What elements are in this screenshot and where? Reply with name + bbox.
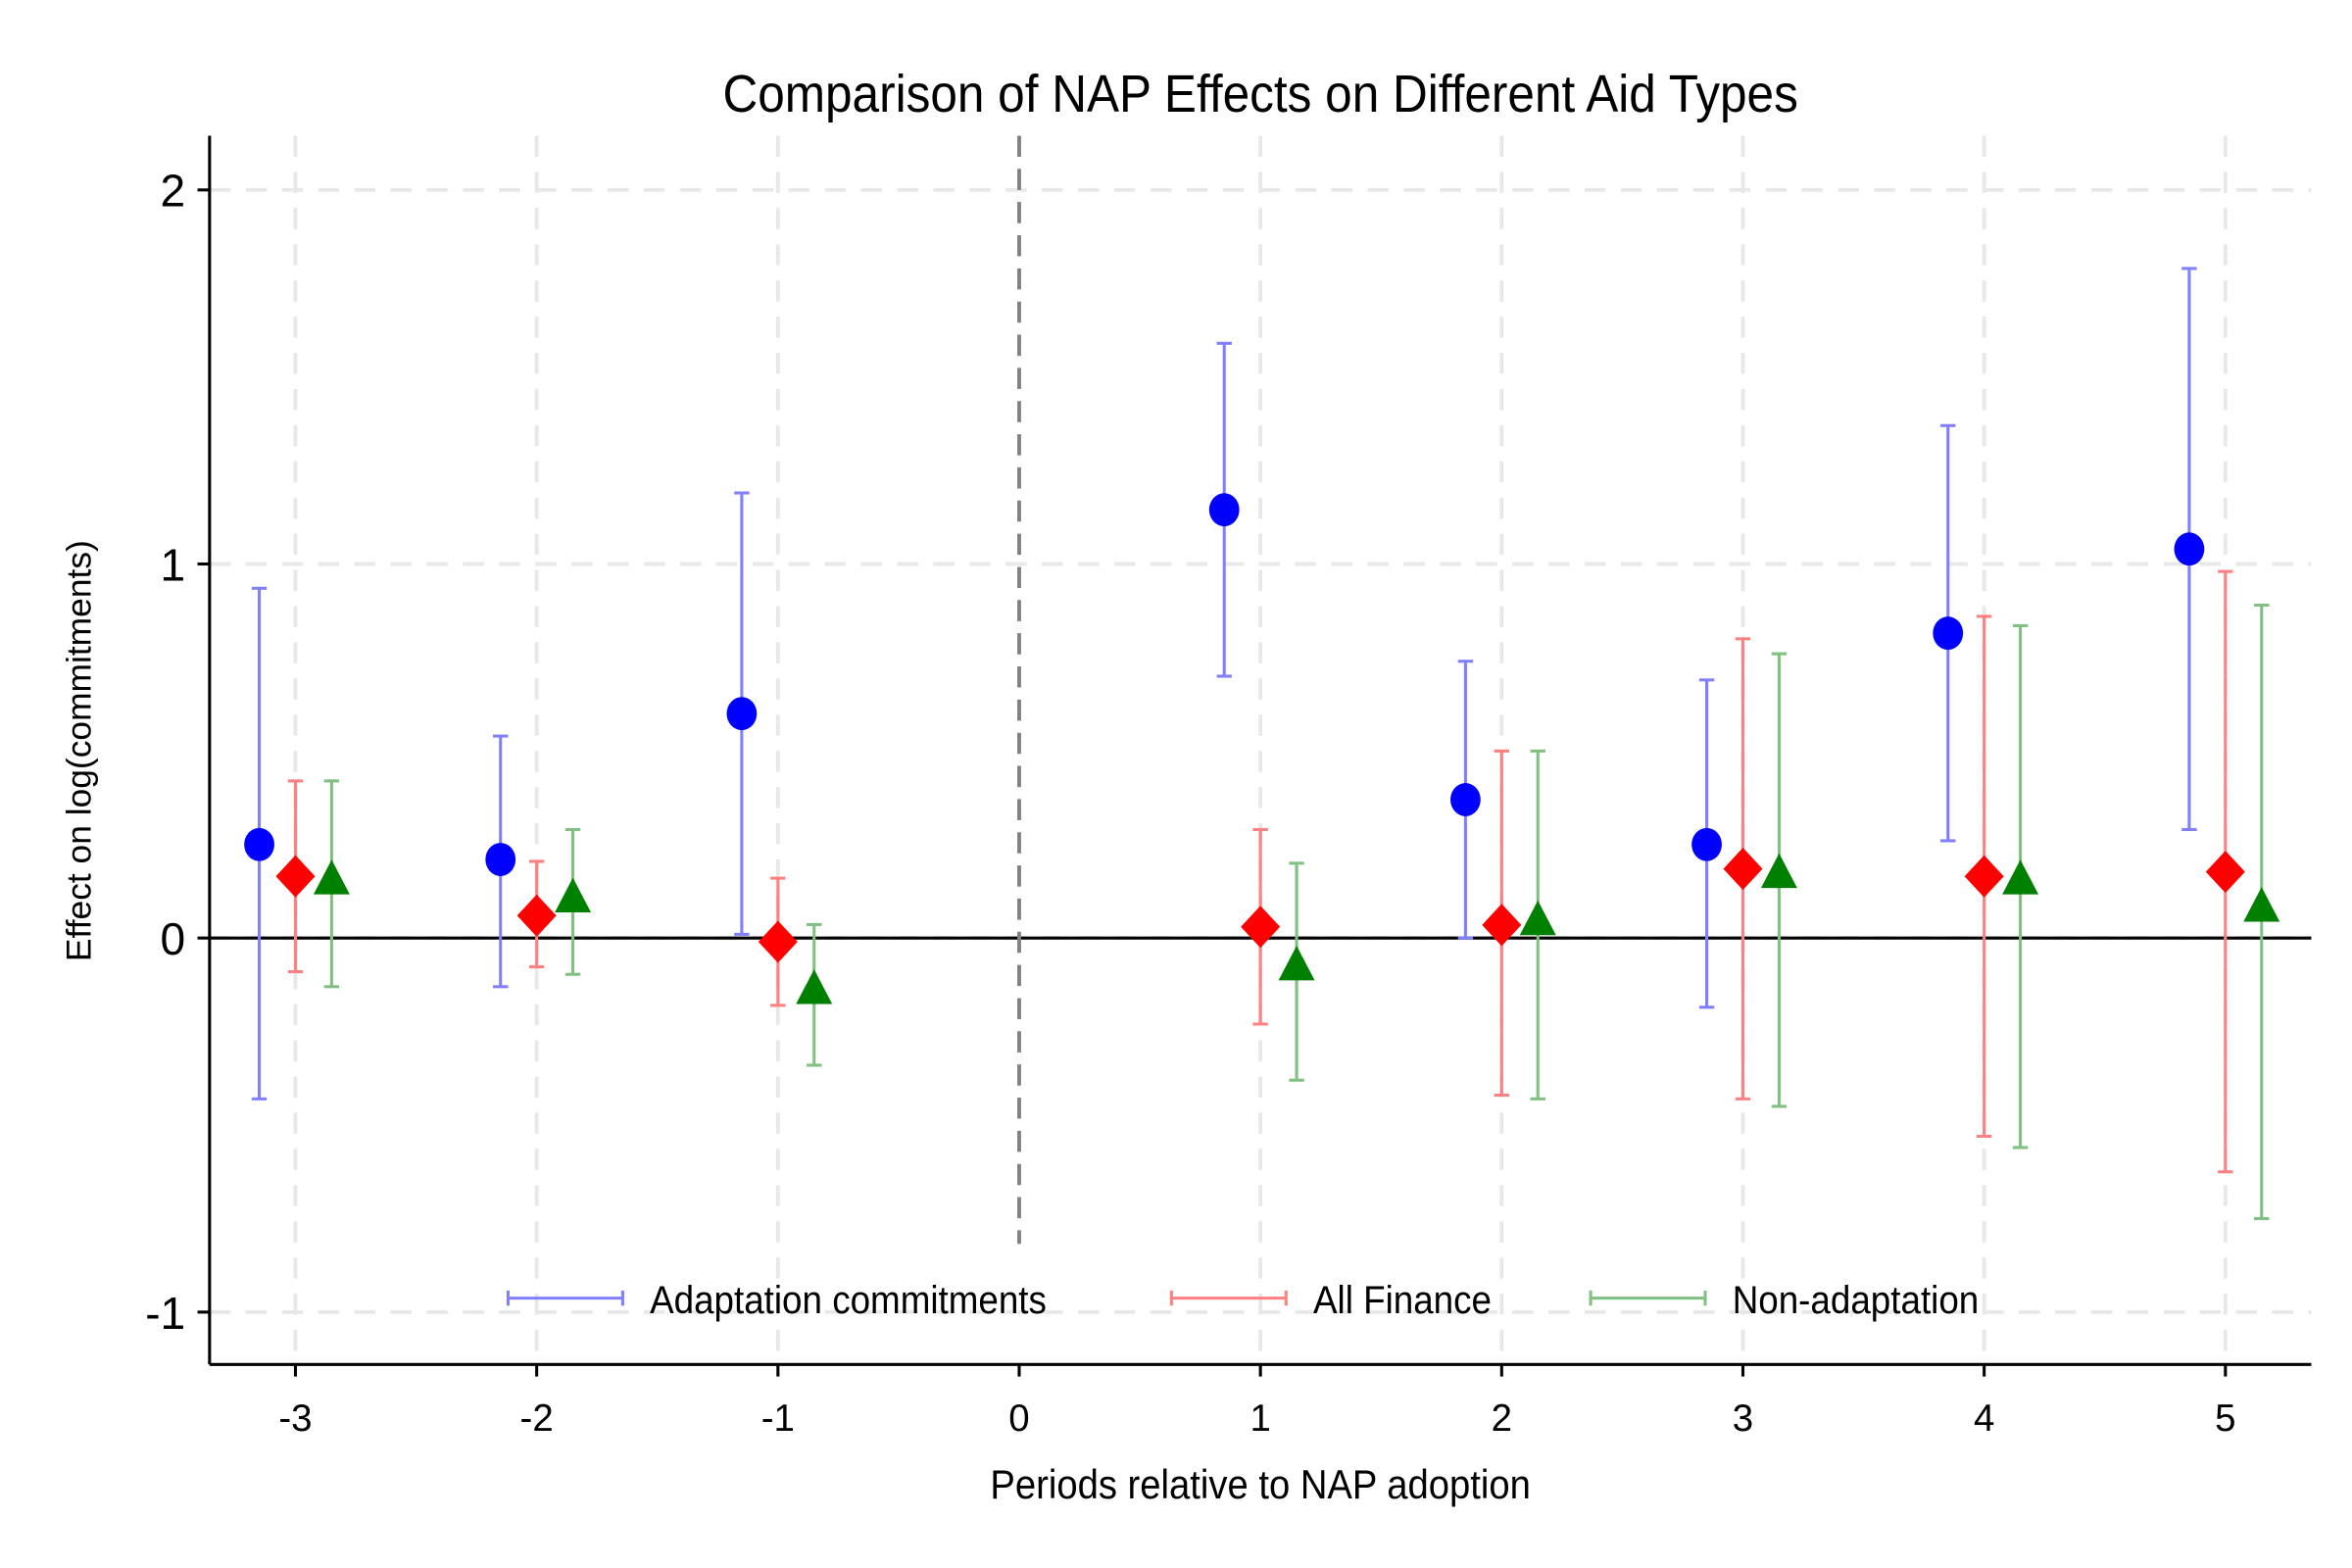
x-tick-label: -3 bbox=[278, 1397, 312, 1440]
data-point bbox=[2174, 532, 2205, 566]
grid bbox=[209, 135, 2312, 1365]
x-axis-label: Periods relative to NAP adoption bbox=[990, 1463, 1531, 1508]
data-point bbox=[555, 877, 592, 912]
data-point bbox=[1723, 848, 1763, 891]
data-marks bbox=[244, 267, 2280, 1220]
data-point bbox=[1519, 900, 1556, 936]
series-adaptation-commitments bbox=[244, 267, 2205, 1101]
y-tick-label: 1 bbox=[161, 539, 186, 590]
x-tick-label: 4 bbox=[1974, 1397, 1994, 1440]
data-point bbox=[796, 969, 833, 1004]
data-point bbox=[1278, 946, 1315, 981]
chart-title: Comparison of NAP Effects on Different A… bbox=[722, 64, 1797, 122]
x-tick-label: 3 bbox=[1733, 1397, 1753, 1440]
data-point bbox=[275, 855, 316, 898]
legend-label: All Finance bbox=[1313, 1279, 1492, 1323]
data-point bbox=[1482, 904, 1522, 947]
legend-item: All Finance bbox=[1169, 1279, 1492, 1323]
data-point bbox=[1241, 906, 1281, 949]
data-point bbox=[1691, 827, 1722, 861]
legend-label: Adaptation commitments bbox=[650, 1279, 1047, 1323]
y-tick-label: 2 bbox=[161, 166, 186, 217]
data-point bbox=[516, 894, 557, 937]
legend-item: Non-adaptation bbox=[1589, 1279, 1980, 1323]
y-tick-label: -1 bbox=[145, 1288, 185, 1339]
y-axis-label: Effect on log(commitments) bbox=[60, 540, 98, 961]
legend-label: Non-adaptation bbox=[1733, 1279, 1980, 1323]
x-tick-label: 5 bbox=[2215, 1397, 2235, 1440]
x-tick-label: 0 bbox=[1008, 1397, 1029, 1440]
data-point bbox=[1964, 855, 2004, 898]
data-point bbox=[1450, 783, 1481, 816]
x-tick-label: 2 bbox=[1492, 1397, 1512, 1440]
data-point bbox=[244, 827, 274, 861]
y-tick-label: 0 bbox=[161, 913, 186, 964]
legend-item: Adaptation commitments bbox=[506, 1279, 1047, 1323]
x-tick-label: 1 bbox=[1250, 1397, 1270, 1440]
x-tick-label: -2 bbox=[520, 1397, 554, 1440]
data-point bbox=[2205, 851, 2245, 894]
data-point bbox=[313, 859, 350, 895]
data-point bbox=[2002, 859, 2039, 895]
axes: -1 0 1 2 -3 -2 -1 0 1 2 3 4 5 bbox=[145, 135, 2312, 1440]
data-point bbox=[1208, 493, 1240, 527]
series-all-finance bbox=[275, 569, 2245, 1174]
series-non-adaptation bbox=[313, 603, 2280, 1220]
data-point bbox=[758, 920, 798, 963]
legend: Adaptation commitments All Finance Non-ada… bbox=[506, 1279, 1980, 1323]
data-point bbox=[726, 697, 758, 731]
data-point bbox=[1760, 853, 1797, 889]
data-point bbox=[485, 843, 516, 876]
x-tick-label: -1 bbox=[761, 1397, 795, 1440]
data-point bbox=[2243, 887, 2280, 922]
data-point bbox=[1933, 616, 1964, 651]
